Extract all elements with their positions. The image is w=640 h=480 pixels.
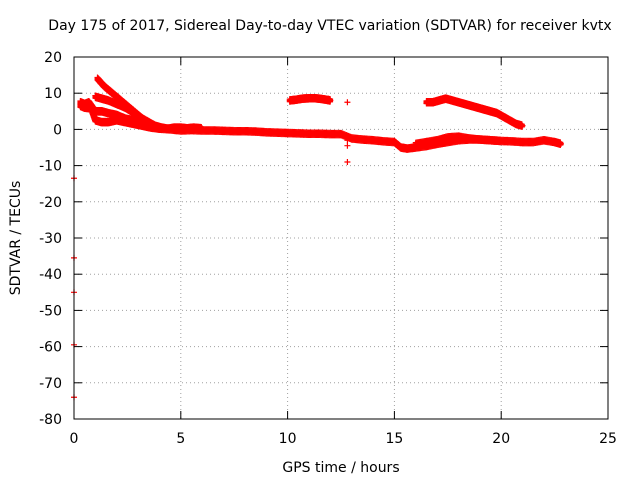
y-tick-label: 20: [44, 50, 62, 66]
x-tick-label: 15: [385, 431, 403, 447]
data-point-outliers: [344, 142, 351, 149]
data-point-band_early_mid: [147, 120, 154, 127]
y-tick-label: -10: [39, 159, 62, 175]
data-point-outliers: [344, 158, 351, 165]
y-tick-label: -30: [39, 231, 62, 247]
data-point-band_main_lower: [558, 140, 565, 147]
y-tick-label: -40: [39, 267, 62, 283]
x-tick-label: 0: [70, 431, 79, 447]
data-point-band_main_lower: [557, 141, 564, 148]
data-point-band_16_to_20_middle: [497, 139, 504, 146]
data-points: [71, 74, 565, 401]
data-point-band_16_to_20_middle: [498, 137, 505, 144]
data-point-band_16_to_21: [519, 122, 526, 129]
data-point-band_early_steep: [198, 126, 205, 133]
axes: 0 5 10 15 20 25 -80 -70 -60 -50 -40 -30 -20 -10 0 10 20: [39, 50, 617, 447]
data-point-outliers: [344, 99, 351, 106]
x-tick-label: 25: [599, 431, 617, 447]
y-axis-label: SDTVAR / TECUs: [8, 181, 24, 296]
x-axis-label: GPS time / hours: [282, 460, 399, 476]
y-tick-label: -70: [39, 376, 62, 392]
grid-lines: [74, 57, 608, 419]
y-tick-label: 0: [53, 122, 62, 138]
y-tick-label: 10: [44, 86, 62, 102]
y-tick-label: -80: [39, 412, 62, 428]
data-point-band_16_to_21: [518, 123, 525, 130]
x-tick-label: 5: [176, 431, 185, 447]
x-tick-label: 10: [279, 431, 297, 447]
x-tick-label: 20: [492, 431, 510, 447]
y-tick-label: -60: [39, 340, 62, 356]
data-point-band_10_to_12: [327, 97, 334, 104]
data-point-band_early_steep: [199, 125, 206, 132]
data-point-band_early_mid: [147, 121, 154, 128]
data-point-outliers: [344, 137, 351, 144]
y-tick-label: -20: [39, 195, 62, 211]
chart-title: Day 175 of 2017, Sidereal Day-to-day VTE…: [48, 18, 611, 34]
y-tick-label: -50: [39, 303, 62, 319]
